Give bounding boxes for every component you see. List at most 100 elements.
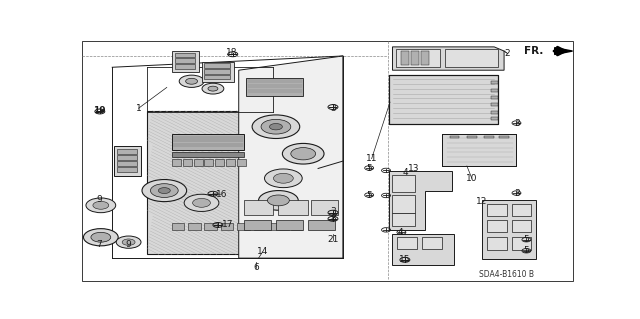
Circle shape <box>269 123 282 130</box>
Text: 4: 4 <box>402 168 408 177</box>
Bar <box>449 136 460 138</box>
Circle shape <box>83 229 118 246</box>
Bar <box>172 152 244 157</box>
Bar <box>278 200 308 215</box>
Bar <box>172 223 184 230</box>
Bar <box>172 51 199 72</box>
Bar <box>412 51 419 64</box>
Bar <box>244 200 273 215</box>
Text: 17: 17 <box>222 220 234 229</box>
Bar <box>392 234 454 265</box>
Text: SDA4-B1610 B: SDA4-B1610 B <box>479 270 534 278</box>
Bar <box>397 237 417 249</box>
Bar <box>388 75 498 124</box>
Bar <box>221 223 233 230</box>
Bar <box>392 196 415 213</box>
Bar <box>442 134 516 166</box>
Bar <box>388 75 498 124</box>
Circle shape <box>186 78 198 84</box>
Bar <box>486 237 507 249</box>
Circle shape <box>291 148 316 160</box>
Bar <box>117 167 137 172</box>
Bar <box>182 159 191 166</box>
Bar <box>216 159 225 166</box>
Circle shape <box>93 201 109 209</box>
Bar <box>421 51 429 64</box>
Bar <box>204 69 230 74</box>
Bar <box>401 51 409 64</box>
Bar <box>278 223 289 230</box>
Circle shape <box>116 236 141 248</box>
Circle shape <box>158 188 170 194</box>
Text: 3: 3 <box>330 104 336 113</box>
Bar <box>511 220 531 232</box>
Circle shape <box>122 239 135 245</box>
Circle shape <box>184 194 219 211</box>
Text: 9: 9 <box>125 240 131 249</box>
Bar <box>237 223 250 230</box>
Bar <box>467 136 477 138</box>
Bar <box>117 155 137 160</box>
Text: 16: 16 <box>216 190 227 199</box>
Bar <box>491 81 498 84</box>
Bar <box>266 223 277 230</box>
Polygon shape <box>388 171 452 230</box>
Bar <box>310 200 338 215</box>
Circle shape <box>264 169 302 188</box>
Text: 3: 3 <box>330 207 336 216</box>
Text: 4: 4 <box>397 228 403 237</box>
Circle shape <box>142 180 187 202</box>
Text: 7: 7 <box>96 240 102 249</box>
Circle shape <box>208 86 218 91</box>
Circle shape <box>268 195 289 206</box>
Bar <box>175 64 195 69</box>
Bar <box>482 200 536 259</box>
Bar <box>114 146 141 176</box>
Text: 5: 5 <box>366 191 372 200</box>
Polygon shape <box>392 47 504 70</box>
Circle shape <box>261 119 291 134</box>
Bar <box>175 53 195 57</box>
Bar <box>392 174 415 192</box>
Bar <box>227 159 236 166</box>
Bar <box>499 136 509 138</box>
Text: 3: 3 <box>515 119 520 128</box>
Bar <box>117 149 137 154</box>
Bar <box>202 62 234 83</box>
Bar <box>205 223 217 230</box>
Bar <box>484 136 494 138</box>
Text: 5: 5 <box>366 164 372 173</box>
Circle shape <box>193 198 211 207</box>
Text: 5: 5 <box>524 246 529 255</box>
Bar <box>204 75 230 79</box>
Polygon shape <box>555 48 573 55</box>
Bar <box>491 103 498 106</box>
Bar <box>491 89 498 92</box>
Text: 12: 12 <box>476 197 488 206</box>
Bar <box>291 223 301 230</box>
Circle shape <box>179 75 204 87</box>
Text: 6: 6 <box>253 263 259 272</box>
Bar <box>308 220 335 230</box>
Bar <box>172 134 244 150</box>
Bar <box>237 159 246 166</box>
Bar <box>193 159 202 166</box>
Bar <box>511 237 531 249</box>
Bar <box>396 49 440 67</box>
Circle shape <box>273 173 293 183</box>
Bar <box>204 63 230 68</box>
Bar <box>117 161 137 166</box>
Text: 9: 9 <box>96 195 102 204</box>
Text: 2: 2 <box>505 49 510 58</box>
Bar <box>244 220 271 230</box>
Bar <box>246 78 303 96</box>
Text: 18: 18 <box>225 48 237 57</box>
Circle shape <box>259 190 298 210</box>
Bar <box>392 213 415 226</box>
Bar <box>172 159 180 166</box>
Text: 14: 14 <box>257 248 268 256</box>
Text: 1: 1 <box>136 104 141 113</box>
Circle shape <box>252 115 300 138</box>
Text: 8: 8 <box>330 214 336 223</box>
Bar <box>491 117 498 120</box>
